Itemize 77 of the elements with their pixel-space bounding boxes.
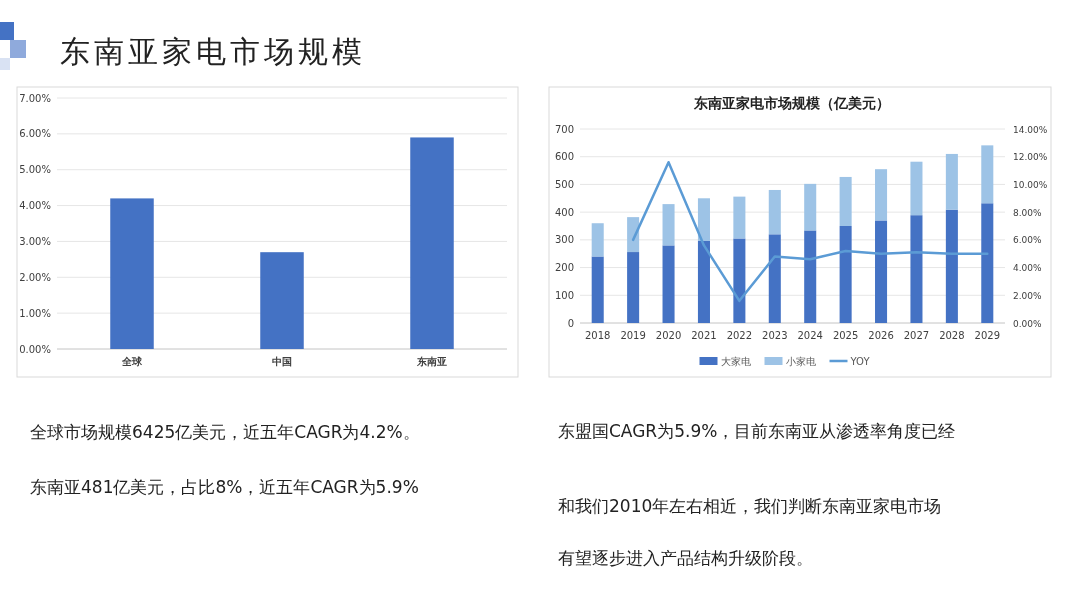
bar xyxy=(981,145,994,204)
y-tick-label: 300 xyxy=(554,234,574,246)
bar xyxy=(697,198,710,241)
bar xyxy=(591,223,604,257)
y-tick-label: 400 xyxy=(554,206,574,218)
y2-tick-label: 4.00% xyxy=(1013,263,1043,274)
x-tick-label: 2025 xyxy=(832,330,859,341)
bar xyxy=(768,234,781,323)
x-tick-label: 2022 xyxy=(726,330,753,341)
bar xyxy=(410,137,454,349)
bar xyxy=(981,203,994,323)
bar xyxy=(627,252,640,323)
x-tick-label: 2020 xyxy=(655,330,682,341)
text: 东盟国CAGR为5.9%，目前东南亚从渗透率角度已经 xyxy=(558,421,956,441)
chart-title: 东南亚家电市场规模（亿美元） xyxy=(693,95,890,111)
legend-label: 小家电 xyxy=(785,356,816,367)
x-tick-label: 东南亚 xyxy=(416,356,447,367)
x-tick-label: 中国 xyxy=(272,356,292,367)
x-tick-label: 2026 xyxy=(868,330,894,341)
bar xyxy=(875,169,888,221)
bar xyxy=(627,217,640,253)
bar xyxy=(910,215,923,323)
y2-tick-label: 10.00% xyxy=(1013,179,1048,190)
y2-tick-label: 8.00% xyxy=(1013,207,1043,218)
x-tick-label: 2018 xyxy=(584,330,611,341)
y-tick-label: 5.00% xyxy=(19,164,51,176)
bar xyxy=(591,256,604,323)
legend-label: 大家电 xyxy=(720,356,751,367)
y2-tick-label: 2.00% xyxy=(1013,290,1043,301)
y2-tick-label: 6.00% xyxy=(1013,235,1043,246)
x-tick-label: 2029 xyxy=(974,330,1001,341)
x-tick-label: 2023 xyxy=(762,330,788,341)
bar xyxy=(733,196,746,239)
y-tick-label: 4.00% xyxy=(19,200,51,212)
y-tick-label: 500 xyxy=(554,178,574,190)
x-tick-label: 全球 xyxy=(121,356,143,367)
bar xyxy=(110,198,154,349)
y-tick-label: 0.00% xyxy=(19,343,51,355)
bar xyxy=(945,153,958,210)
y-tick-label: 1.00% xyxy=(19,307,51,319)
chart-title: 东南亚家电市场规模 xyxy=(60,34,366,69)
bar xyxy=(662,204,675,246)
y2-tick-label: 12.00% xyxy=(1013,152,1048,163)
y2-tick-label: 0.00% xyxy=(1013,318,1043,329)
bar xyxy=(804,183,817,231)
x-tick-label: 2027 xyxy=(903,330,930,341)
bar xyxy=(910,161,923,216)
y-tick-label: 6.00% xyxy=(19,128,51,140)
bar xyxy=(260,252,304,349)
bar xyxy=(875,220,888,323)
bar xyxy=(839,176,852,226)
x-tick-label: 2019 xyxy=(620,330,646,341)
y-tick-label: 600 xyxy=(554,151,574,163)
x-tick-label: 2028 xyxy=(939,330,965,341)
legend-label: YOY xyxy=(849,356,871,367)
y2-tick-label: 14.00% xyxy=(1013,124,1048,135)
bar xyxy=(945,209,958,323)
text: 有望逐步进入产品结构升级阶段。 xyxy=(558,548,813,568)
y-tick-label: 700 xyxy=(554,123,574,135)
text: 和我们2010年左右相近，我们判断东南亚家电市场 xyxy=(558,496,942,516)
y-tick-label: 200 xyxy=(554,262,574,274)
bar xyxy=(768,189,781,235)
y-tick-label: 7.00% xyxy=(19,92,51,104)
bar xyxy=(804,230,817,323)
bar xyxy=(662,245,675,323)
text: 全球市场规模6425亿美元，近五年CAGR为4.2%。 xyxy=(30,422,420,442)
bar xyxy=(697,240,710,323)
x-tick-label: 2024 xyxy=(797,330,823,341)
bar xyxy=(839,226,852,323)
y-tick-label: 0 xyxy=(567,317,574,329)
x-tick-label: 2021 xyxy=(691,330,717,341)
y-tick-label: 100 xyxy=(554,289,574,301)
line-series xyxy=(631,161,989,303)
text: 东南亚481亿美元，占比8%，近五年CAGR为5.9% xyxy=(30,477,419,497)
y-tick-label: 3.00% xyxy=(19,235,51,247)
y-tick-label: 2.00% xyxy=(19,271,51,283)
bar xyxy=(733,238,746,323)
